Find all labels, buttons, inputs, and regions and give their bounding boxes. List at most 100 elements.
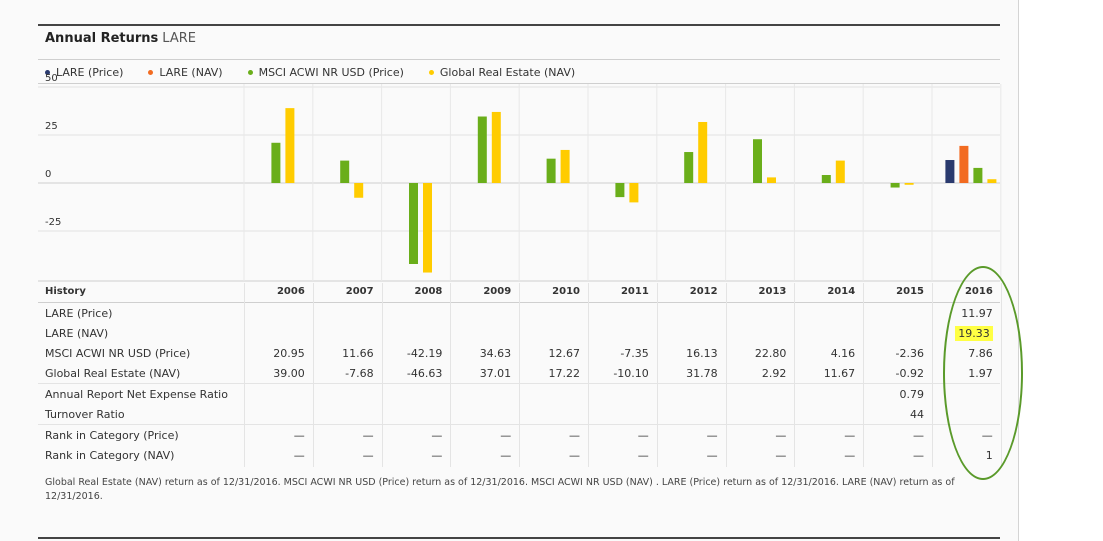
table-cell: 2.92: [761, 367, 787, 380]
year-header-2013: 2013: [758, 286, 787, 297]
table-cell: 17.22: [548, 367, 581, 380]
table-cell: 31.78: [686, 367, 718, 380]
bar-global-real-estate-nav--2010[interactable]: [560, 149, 570, 183]
table-cell: —: [293, 429, 305, 442]
table-cell: -2.36: [895, 347, 924, 360]
table-column-divider: [244, 283, 245, 467]
table-cell: —: [293, 449, 305, 462]
table-cell: 16.13: [686, 347, 718, 360]
y-tick-label: 25: [45, 121, 58, 132]
legend-label: MSCI ACWI NR USD (Price): [258, 66, 404, 79]
table-header-divider: [38, 302, 1000, 303]
row-label: LARE (NAV): [45, 327, 109, 340]
table-cell: —: [637, 429, 649, 442]
table-column-divider: [588, 283, 589, 467]
table-cell: —: [913, 449, 924, 462]
footnote: Global Real Estate (NAV) return as of 12…: [45, 477, 955, 502]
year-header-2012: 2012: [689, 286, 718, 297]
table-cell: —: [569, 449, 580, 462]
bar-global-real-estate-nav--2015[interactable]: [904, 183, 914, 185]
legend-item-global-re[interactable]: Global Real Estate (NAV): [428, 66, 576, 79]
table-cell: 0.79: [899, 388, 925, 401]
table-cell: 12.67: [548, 347, 581, 360]
table-column-divider: [519, 283, 521, 467]
year-header-2015: 2015: [896, 286, 924, 297]
table-cell: 39.00: [273, 367, 305, 380]
year-header-2014: 2014: [827, 286, 856, 297]
legend-dot-icon: [247, 70, 253, 75]
year-header-2010: 2010: [552, 286, 580, 297]
bar-global-real-estate-nav--2011[interactable]: [629, 183, 639, 203]
table-cell: 34.63: [479, 347, 512, 360]
y-tick-label: 0: [45, 169, 51, 180]
table-cell: —: [362, 449, 374, 462]
legend-dot-icon: [148, 70, 154, 75]
table-cell: —: [500, 429, 512, 442]
table-cell: -42.19: [406, 347, 443, 360]
legend-label: Global Real Estate (NAV): [439, 66, 576, 79]
table-cell: -10.10: [613, 367, 649, 380]
section-title-text: Annual Returns: [45, 31, 159, 46]
bar-global-real-estate-nav--2014[interactable]: [835, 160, 845, 183]
bar-global-real-estate-nav--2006[interactable]: [285, 108, 295, 183]
top-rule: [38, 24, 1000, 26]
table-cell: -0.92: [895, 367, 924, 380]
table-cell: 4.16: [830, 347, 856, 360]
bottom-rule: [38, 537, 1000, 539]
table-cell: 11.67: [823, 367, 856, 380]
legend-divider: [38, 83, 1000, 84]
row-label: Turnover Ratio: [45, 408, 125, 421]
bar-msci-acwi-nr-usd-price--2016[interactable]: [973, 167, 983, 183]
bar-global-real-estate-nav--2007[interactable]: [354, 183, 364, 198]
bar-msci-acwi-nr-usd-price--2011[interactable]: [615, 183, 625, 198]
table-column-divider: [725, 283, 727, 467]
title-divider: [38, 59, 1000, 60]
legend-item-lare-nav[interactable]: LARE (NAV): [148, 66, 223, 79]
y-tick-label: 50: [45, 73, 58, 84]
legend-dot-icon: [45, 70, 50, 75]
table-cell: -7.68: [345, 367, 374, 380]
bar-msci-acwi-nr-usd-price--2014[interactable]: [821, 175, 831, 183]
bar-msci-acwi-nr-usd-price--2010[interactable]: [546, 158, 556, 183]
legend-dot-icon: [428, 70, 434, 75]
bar-global-real-estate-nav--2009[interactable]: [491, 111, 501, 183]
bar-msci-acwi-nr-usd-price--2008[interactable]: [409, 183, 418, 265]
bar-lare-price--2016[interactable]: [945, 160, 955, 183]
year-header-2007: 2007: [345, 286, 374, 297]
bar-global-real-estate-nav--2016[interactable]: [987, 179, 997, 183]
table-cell: 11.66: [342, 347, 374, 360]
section-title: Annual Returns LARE: [45, 31, 196, 46]
bar-msci-acwi-nr-usd-price--2007[interactable]: [340, 160, 350, 183]
bar-msci-acwi-nr-usd-price--2012[interactable]: [684, 152, 694, 183]
bar-global-real-estate-nav--2012[interactable]: [698, 121, 708, 183]
legend-item-lare-price[interactable]: LARE (Price): [45, 66, 123, 79]
table-cell: 22.80: [754, 347, 787, 360]
table-column-divider: [656, 283, 658, 467]
table-cell: —: [775, 429, 787, 442]
bar-global-real-estate-nav--2013[interactable]: [767, 177, 776, 183]
bar-msci-acwi-nr-usd-price--2013[interactable]: [753, 139, 762, 183]
table-cell: —: [706, 429, 718, 442]
year-header-2009: 2009: [483, 286, 512, 297]
row-label: LARE (Price): [45, 307, 113, 320]
table-cell: 37.01: [479, 367, 512, 380]
table-column-divider: [794, 283, 796, 467]
year-header-2011: 2011: [620, 286, 649, 297]
table-column-divider: [450, 283, 452, 467]
legend-label: LARE (Price): [56, 66, 124, 79]
bar-msci-acwi-nr-usd-price--2006[interactable]: [271, 142, 281, 183]
table-cell: —: [844, 429, 856, 442]
bar-msci-acwi-nr-usd-price--2015[interactable]: [890, 183, 900, 188]
bar-msci-acwi-nr-usd-price--2009[interactable]: [477, 116, 487, 183]
table-cell: —: [844, 449, 856, 462]
highlight-oval-annotation: [943, 266, 1023, 480]
table-cell: —: [362, 429, 374, 442]
table-group-divider: [38, 424, 1000, 425]
table-cell: —: [706, 449, 718, 462]
bar-global-real-estate-nav--2008[interactable]: [423, 183, 432, 273]
legend-item-msci[interactable]: MSCI ACWI NR USD (Price): [247, 66, 404, 79]
table-cell: —: [637, 449, 649, 462]
bar-lare-nav--2016[interactable]: [959, 145, 969, 183]
year-header-2008: 2008: [414, 286, 443, 297]
table-cell: —: [431, 429, 443, 442]
